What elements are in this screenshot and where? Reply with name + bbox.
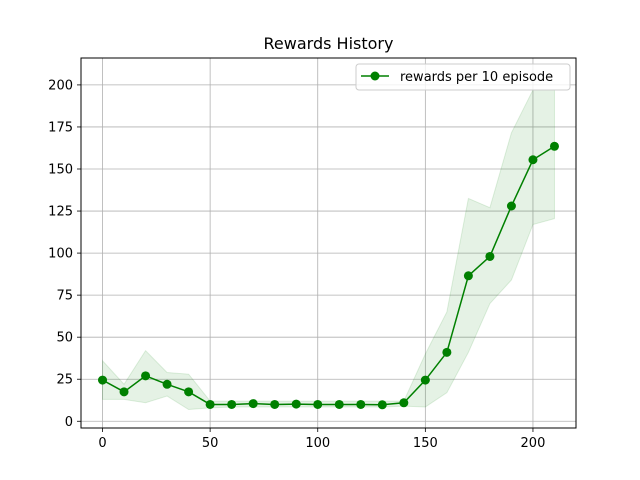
y-tick-label: 175 (48, 120, 73, 135)
x-axis-ticks: 0 50 100 150 200 (98, 428, 545, 451)
y-tick-label: 150 (48, 163, 73, 178)
data-point (248, 399, 258, 409)
data-point (270, 399, 280, 409)
data-point (377, 400, 387, 410)
data-point (334, 399, 344, 409)
data-point (528, 155, 538, 165)
chart-title: Rewards History (264, 34, 394, 53)
y-tick-label: 200 (48, 78, 73, 93)
data-point (485, 251, 495, 261)
data-point (549, 141, 559, 151)
data-point (420, 375, 430, 385)
data-point (162, 379, 172, 389)
data-point (463, 271, 473, 281)
data-point (205, 399, 215, 409)
x-tick-label: 50 (202, 436, 219, 451)
y-tick-label: 125 (48, 205, 73, 220)
y-axis-ticks: 0 25 50 75 100 125 150 175 200 (48, 78, 81, 430)
data-point (119, 387, 129, 397)
x-tick-label: 150 (413, 436, 438, 451)
data-point (313, 399, 323, 409)
legend-marker-swatch (370, 71, 380, 81)
legend: rewards per 10 episode (355, 63, 571, 91)
grid-lines (81, 58, 576, 428)
confidence-band (102, 89, 555, 411)
x-tick-label: 0 (98, 436, 106, 451)
data-point (227, 399, 237, 409)
data-point (291, 399, 301, 409)
data-point (184, 387, 194, 397)
data-point (442, 347, 452, 357)
legend-box (355, 63, 571, 91)
x-tick-label: 200 (521, 436, 546, 451)
y-tick-label: 25 (56, 373, 73, 388)
series-line (102, 145, 555, 406)
legend-label: rewards per 10 episode (400, 70, 553, 85)
series-line-layer (102, 145, 555, 406)
data-point (141, 371, 151, 381)
data-points-layer (98, 141, 559, 410)
x-tick-label: 100 (305, 436, 330, 451)
plot-frame (80, 57, 577, 429)
data-point (506, 201, 516, 211)
data-point (356, 399, 366, 409)
data-point (399, 398, 409, 408)
confidence-band-layer (102, 89, 555, 411)
y-tick-label: 50 (56, 331, 73, 346)
y-tick-label: 100 (48, 247, 73, 262)
y-tick-label: 0 (65, 415, 73, 430)
data-point (98, 375, 108, 385)
y-tick-label: 75 (56, 289, 73, 304)
